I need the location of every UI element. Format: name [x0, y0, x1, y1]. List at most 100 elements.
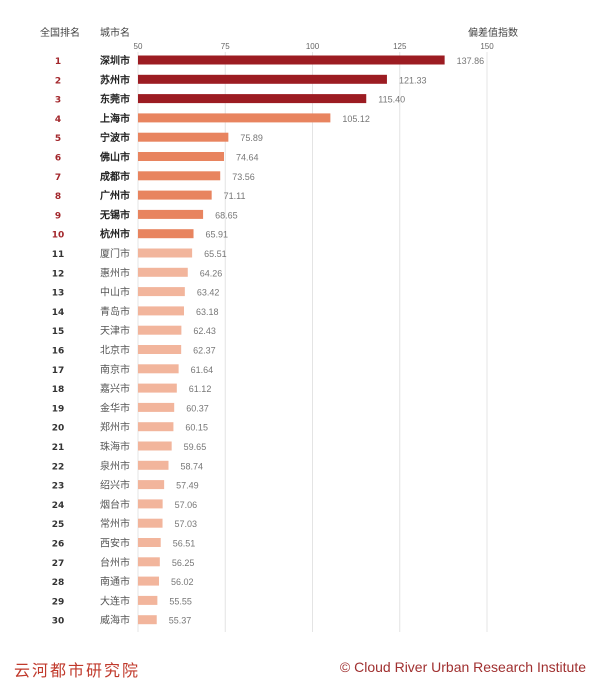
- bar: [138, 364, 179, 374]
- city-label: 深圳市: [100, 54, 130, 67]
- city-label: 泉州市: [100, 459, 130, 472]
- city-label: 东莞市: [100, 93, 130, 106]
- city-label: 南京市: [100, 363, 130, 376]
- value-label: 75.89: [240, 133, 263, 143]
- bar: [138, 557, 160, 567]
- rank-label: 3: [55, 96, 61, 106]
- x-tick-label: 100: [306, 42, 320, 51]
- rank-label: 5: [55, 134, 61, 144]
- rank-header: 全国排名: [40, 28, 80, 39]
- bar: [138, 132, 229, 142]
- bar: [138, 113, 331, 123]
- rank-label: 11: [52, 250, 65, 260]
- value-label: 64.26: [200, 268, 223, 278]
- rank-label: 14: [52, 308, 65, 318]
- bar: [138, 325, 182, 335]
- bar: [138, 422, 174, 432]
- value-label: 73.56: [232, 172, 255, 182]
- rank-label: 2: [55, 76, 61, 86]
- rank-label: 1: [55, 57, 61, 67]
- bar: [138, 171, 221, 181]
- rank-label: 9: [55, 211, 61, 221]
- city-label: 青岛市: [100, 305, 130, 318]
- city-label: 广州市: [100, 189, 130, 202]
- rank-label: 27: [52, 559, 65, 569]
- rank-label: 6: [55, 154, 61, 164]
- rank-label: 25: [52, 520, 65, 530]
- city-label: 苏州市: [100, 73, 130, 86]
- rank-label: 16: [52, 347, 65, 357]
- rank-label: 23: [52, 482, 65, 492]
- value-label: 62.43: [193, 326, 216, 336]
- rank-label: 29: [52, 597, 65, 607]
- bar: [138, 209, 204, 219]
- value-label: 74.64: [236, 153, 259, 163]
- rank-label: 26: [52, 540, 65, 550]
- value-label: 65.51: [204, 249, 227, 259]
- x-tick-label: 150: [480, 42, 494, 51]
- rank-label: 18: [52, 385, 65, 395]
- city-label: 烟台市: [100, 498, 130, 511]
- city-label: 天津市: [100, 324, 130, 337]
- bar: [138, 287, 185, 297]
- bar: [138, 460, 169, 470]
- city-label: 大连市: [100, 594, 130, 607]
- bar: [138, 499, 163, 509]
- city-label: 南通市: [100, 575, 130, 588]
- bar: [138, 538, 161, 547]
- rank-label: 13: [52, 289, 65, 299]
- rank-label: 20: [52, 424, 65, 434]
- bar: [138, 402, 175, 412]
- city-label: 嘉兴市: [100, 382, 130, 395]
- value-header: 偏差值指数: [468, 28, 518, 39]
- value-label: 56.02: [171, 577, 194, 587]
- bar: [138, 518, 163, 528]
- value-label: 65.91: [206, 230, 229, 240]
- value-label: 62.37: [193, 346, 216, 356]
- bar: [138, 615, 157, 625]
- value-label: 60.15: [185, 423, 208, 433]
- city-label: 惠州市: [100, 266, 130, 279]
- rank-label: 19: [52, 404, 65, 414]
- city-label: 北京市: [100, 344, 130, 357]
- rank-label: 15: [52, 327, 65, 337]
- rank-label: 21: [52, 443, 65, 453]
- rank-label: 30: [52, 617, 65, 627]
- city-label: 金华市: [100, 401, 130, 414]
- city-label: 上海市: [100, 112, 130, 125]
- city-label: 珠海市: [100, 440, 130, 453]
- city-label: 成都市: [100, 170, 130, 183]
- value-label: 115.40: [378, 95, 405, 105]
- value-label: 55.37: [169, 616, 192, 626]
- bar: [138, 345, 182, 354]
- x-tick-label: 125: [393, 42, 407, 51]
- city-label: 中山市: [100, 286, 130, 299]
- rank-label: 22: [52, 462, 65, 472]
- rank-label: 10: [52, 231, 65, 241]
- value-label: 57.49: [176, 481, 199, 491]
- bar: [138, 190, 212, 200]
- rank-label: 17: [52, 366, 65, 376]
- city-label: 杭州市: [100, 228, 130, 241]
- footer-copyright: © Cloud River Urban Research Institute: [339, 659, 586, 675]
- bar: [138, 267, 188, 277]
- city-label: 威海市: [100, 614, 130, 627]
- value-label: 68.65: [215, 210, 238, 220]
- city-label: 佛山市: [99, 151, 130, 164]
- value-label: 60.37: [186, 403, 209, 413]
- rank-label: 8: [55, 192, 61, 202]
- city-label: 无锡市: [99, 208, 130, 221]
- bar: [138, 229, 194, 239]
- value-label: 61.12: [189, 384, 212, 394]
- rank-label: 7: [55, 173, 61, 183]
- value-label: 57.03: [175, 519, 198, 529]
- city-header: 城市名: [100, 28, 130, 39]
- bar: [138, 94, 367, 104]
- rank-label: 28: [52, 578, 65, 588]
- value-label: 59.65: [184, 442, 207, 452]
- bar: [138, 480, 165, 490]
- city-label: 西安市: [100, 537, 130, 550]
- bar: [138, 55, 445, 65]
- bar: [138, 152, 224, 161]
